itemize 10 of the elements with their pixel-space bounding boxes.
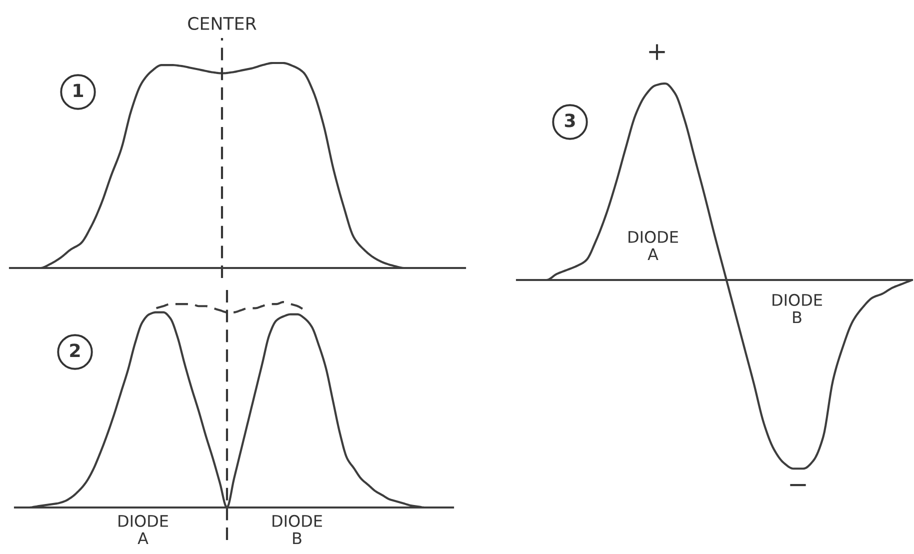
annotation: DIODE B: [772, 294, 822, 324]
text: CENTER: [188, 16, 256, 30]
annotation: 2: [70, 344, 80, 357]
annotation: 1: [74, 84, 84, 97]
annotation: DIODE A: [628, 230, 678, 260]
text: DIODE B: [272, 514, 322, 544]
text: +: [649, 44, 665, 60]
text: −: [790, 484, 806, 486]
annotation: 3: [564, 114, 575, 128]
text: DIODE A: [118, 514, 168, 544]
